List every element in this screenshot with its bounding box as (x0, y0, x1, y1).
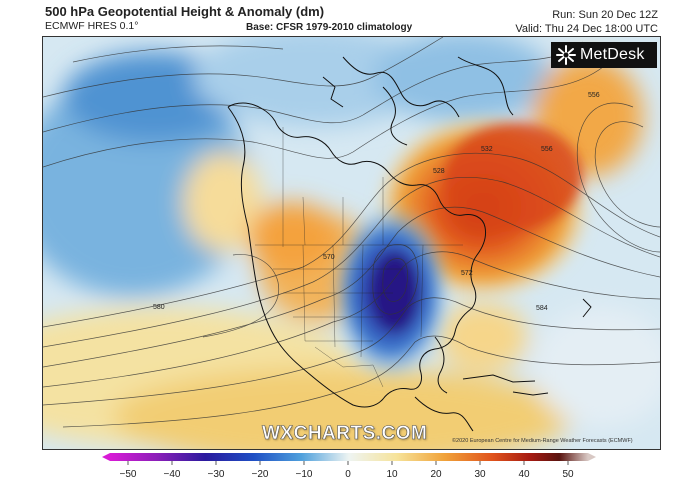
weather-map[interactable]: 580 584 572 556 532 528 556 570 (42, 36, 661, 450)
header-right: Run: Sun 20 Dec 12Z Valid: Thu 24 Dec 18… (515, 8, 658, 36)
contour-label: 556 (541, 146, 553, 153)
colorbar-tick-label: −50 (120, 469, 137, 480)
model-label: ECMWF HRES 0.1° (45, 20, 139, 32)
colorbar-max-arrow (588, 453, 596, 461)
contour-label: 570 (323, 254, 335, 261)
contour-label: 528 (433, 168, 445, 175)
colorbar-tick-label: −30 (208, 469, 225, 480)
colorbar-tick-label: 40 (518, 469, 530, 480)
contour-label: 584 (536, 305, 548, 312)
colorbar-gradient (110, 453, 588, 461)
colorbar-tick-label: −10 (296, 469, 313, 480)
wxcharts-watermark: WXCHARTS.COM (262, 423, 428, 445)
contour-label: 572 (461, 270, 473, 277)
chart-title: 500 hPa Geopotential Height & Anomaly (d… (45, 4, 325, 19)
valid-label: Valid: Thu 24 Dec 18:00 UTC (515, 23, 658, 35)
copyright-text: ©2020 European Centre for Medium-Range W… (452, 438, 633, 444)
contour-labels: 580 584 572 556 532 528 556 570 (153, 92, 600, 312)
header-left: 500 hPa Geopotential Height & Anomaly (d… (45, 4, 324, 32)
coastlines (227, 56, 592, 432)
metdesk-logo-icon (556, 45, 576, 65)
logo-text: MetDesk (580, 46, 645, 63)
colorbar-min-arrow (102, 453, 110, 461)
contour-label: 580 (153, 304, 165, 311)
anomaly-field (43, 37, 660, 449)
metdesk-logo: MetDesk (551, 42, 657, 68)
colorbar-tick-label: 50 (562, 469, 574, 480)
contour-label: 532 (481, 146, 493, 153)
contour-label: 556 (588, 92, 600, 99)
colorbar-tick-label: −40 (164, 469, 181, 480)
colorbar: −50 −40 −30 −20 −10 0 10 20 30 40 50 (102, 453, 596, 480)
political-borders (255, 127, 463, 388)
run-label: Run: Sun 20 Dec 12Z (552, 9, 658, 21)
colorbar-tick-label: 10 (386, 469, 398, 480)
colorbar-tick-label: −20 (252, 469, 269, 480)
map-svg: 580 584 572 556 532 528 556 570 (43, 37, 660, 449)
base-climatology-label: Base: CFSR 1979-2010 climatology (246, 22, 413, 33)
colorbar-tick-label: 30 (474, 469, 486, 480)
colorbar-tick-label: 0 (345, 469, 351, 480)
colorbar-tick-label: 20 (430, 469, 442, 480)
height-contours (43, 37, 660, 428)
anomaly-low-center (329, 202, 453, 382)
